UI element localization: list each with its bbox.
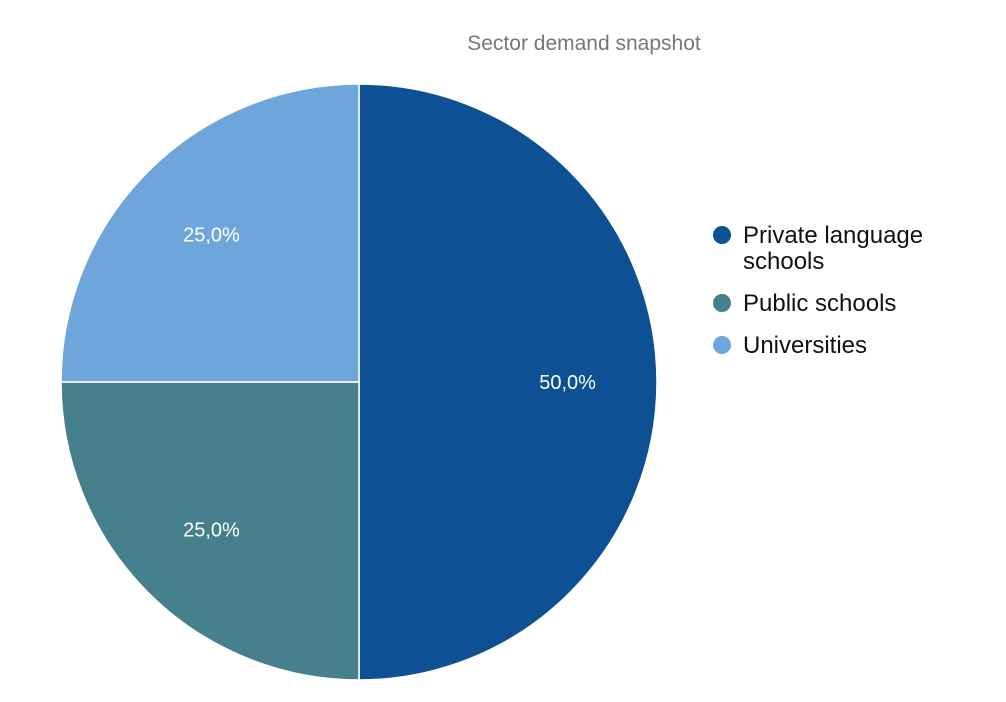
chart-title: Sector demand snapshot	[467, 32, 701, 55]
legend-item-public-schools: Public schools	[713, 290, 896, 317]
slice-value-label: 25,0%	[183, 224, 240, 246]
slice-value-label: 25,0%	[183, 520, 240, 542]
pie-slice-private-language-schools	[358, 83, 658, 681]
pie-slice-public-schools	[60, 381, 360, 681]
legend-label: Private language schools	[743, 222, 923, 275]
legend-marker	[713, 226, 731, 244]
legend-item-private-language-schools: Private language schools	[713, 222, 923, 275]
legend-label: Universities	[743, 332, 867, 359]
slice-value-label: 50,0%	[539, 372, 596, 394]
legend: Private language schools Public schools Uni…	[713, 222, 923, 359]
pie-slice-universities	[60, 83, 360, 383]
legend-marker	[713, 336, 731, 354]
pie-slices	[60, 83, 658, 681]
legend-marker	[713, 294, 731, 312]
legend-item-universities: Universities	[713, 332, 867, 359]
legend-label: Public schools	[743, 290, 896, 317]
pie-slice-labels: 50,0% 25,0% 25,0%	[183, 224, 596, 541]
